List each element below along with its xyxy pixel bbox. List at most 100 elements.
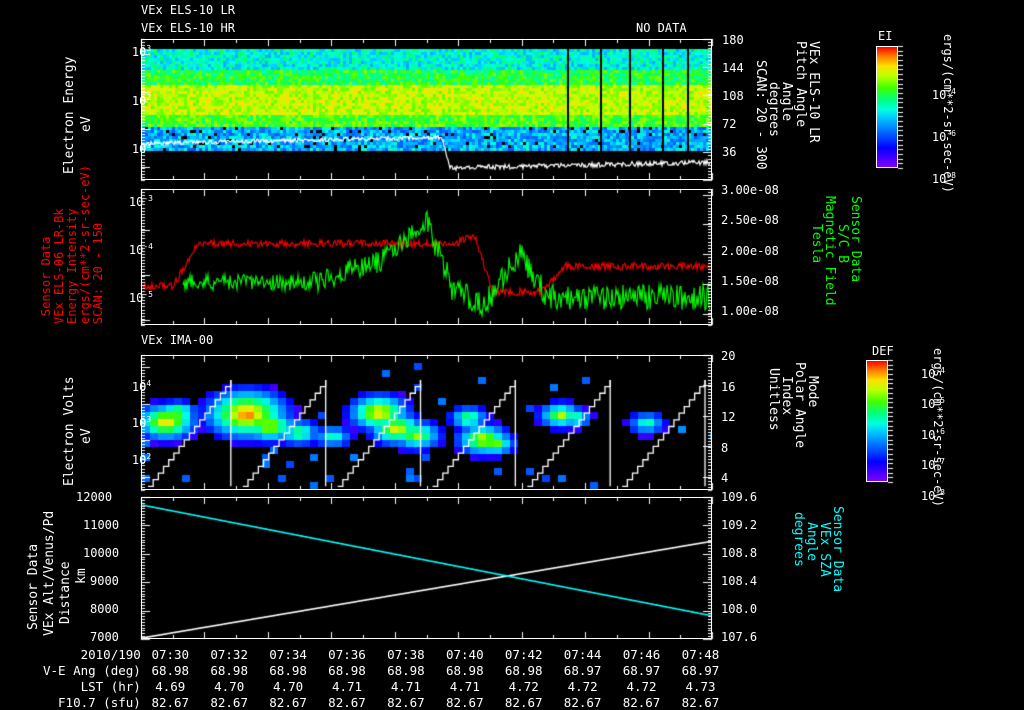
table-cell: 07:40 bbox=[445, 646, 484, 662]
panel1-ytick-1: 102 bbox=[103, 82, 151, 119]
panel4-right-line2: VEx SZA bbox=[817, 522, 832, 577]
panel2-line-plot[interactable] bbox=[141, 189, 712, 325]
table-cell: 4.72 bbox=[567, 678, 598, 694]
p2y1e: -4 bbox=[143, 242, 153, 251]
panel4-altitude-sza-plot[interactable] bbox=[141, 497, 712, 639]
panel2-right-line1: Sensor Data bbox=[848, 196, 863, 283]
panel4-right-tick-1: 109.2 bbox=[721, 518, 758, 532]
table-cell: 68.98 bbox=[210, 662, 248, 678]
panel3-yaxis-label: Electron Volts bbox=[62, 376, 77, 486]
panel2-ytick-2: 10-5 bbox=[100, 279, 153, 316]
panel1-no-data-label: NO DATA bbox=[636, 21, 687, 35]
panel1-right-sensor: VEx ELS-10 LR bbox=[806, 41, 821, 143]
panel2-right-tick-4: 1.00e-08 bbox=[721, 304, 779, 318]
panel2-lines-canvas bbox=[142, 190, 711, 324]
panel3-title: VEx IMA-00 bbox=[141, 333, 214, 347]
panel3-colorbar[interactable] bbox=[866, 360, 888, 482]
table-cell: 07:32 bbox=[210, 646, 248, 662]
panel4-ytick-0: 12000 bbox=[76, 490, 113, 504]
table-cell: 4.72 bbox=[626, 678, 657, 694]
panel4-ytick-1: 11000 bbox=[83, 518, 120, 532]
panel1-colorbar[interactable] bbox=[876, 46, 898, 168]
panel1-ytick-2: 101 bbox=[103, 130, 151, 167]
table-row-label: F10.7 (sfu) bbox=[58, 694, 141, 710]
table-cell: 07:46 bbox=[622, 646, 661, 662]
panel4-lines-canvas bbox=[142, 498, 711, 638]
panel2-right-tick-1: 2.50e-08 bbox=[721, 213, 779, 227]
panel1-spectrogram-plot[interactable] bbox=[141, 39, 712, 180]
panel3-right-tick-3: 8 bbox=[721, 441, 729, 455]
p3y1m: 10 bbox=[131, 416, 147, 430]
panel4-left-line1: Sensor Data bbox=[26, 543, 41, 630]
panel1-ytick-2-exp: 1 bbox=[146, 141, 152, 150]
p2y2m: 10 bbox=[128, 291, 144, 305]
panel3-right-line2: Polar Angle bbox=[792, 362, 807, 449]
table-cell: 4.70 bbox=[214, 678, 245, 694]
p3y2m: 10 bbox=[131, 453, 147, 467]
panel1-yaxis-label: Electron Energy bbox=[62, 56, 77, 174]
table-row: F10.7 (sfu) 82.67 82.67 82.67 82.67 82.67 82.6… bbox=[0, 694, 730, 710]
panel1-spectrogram-canvas bbox=[142, 40, 711, 179]
panel3-right-tick-1: 16 bbox=[721, 380, 736, 394]
panel1-yaxis-units: eV bbox=[79, 116, 94, 132]
table-cell: 68.97 bbox=[622, 662, 661, 678]
table-cell: 07:48 bbox=[681, 646, 720, 662]
panel3-right-line4: Unitless bbox=[766, 368, 781, 431]
panel3-ytick-1: 103 bbox=[103, 404, 151, 441]
panel3-ytick-0: 104 bbox=[103, 368, 151, 405]
panel1-ytick-0-exp: 3 bbox=[146, 44, 152, 53]
table-cell: 68.97 bbox=[563, 662, 602, 678]
panel4-right-line3: Angle bbox=[804, 522, 819, 562]
table-row: LST (hr) 4.69 4.70 4.70 4.71 4.71 4.71 4.72 4.72… bbox=[0, 678, 730, 694]
panel3-ion-spectrogram-plot[interactable] bbox=[141, 355, 712, 490]
table-cell: 07:36 bbox=[328, 646, 366, 662]
table-cell: 4.69 bbox=[155, 678, 186, 694]
p3y1e: 3 bbox=[146, 415, 152, 424]
table-cell: 07:42 bbox=[504, 646, 543, 662]
table-cell: 68.98 bbox=[504, 662, 543, 678]
table-cell: 68.97 bbox=[681, 662, 720, 678]
panel4-right-line1: Sensor Data bbox=[830, 506, 845, 593]
panel1-right-tick-0: 180 bbox=[722, 33, 744, 47]
panel2-right-line3: Magnetic Field bbox=[822, 196, 837, 306]
table-cell: 4.71 bbox=[331, 678, 363, 694]
panel2-left-line3: Energy Intensity bbox=[65, 208, 79, 324]
table-row-label: 2010/190 bbox=[80, 646, 141, 662]
panel3-spectrogram-canvas bbox=[142, 356, 711, 489]
panel1-title-hr: VEx ELS-10 HR bbox=[141, 21, 235, 35]
panel1-right-tick-1: 144 bbox=[722, 61, 744, 75]
panel2-right-tick-0: 3.00e-08 bbox=[721, 183, 779, 197]
panel1-right-units: degrees bbox=[766, 82, 781, 137]
panel1-ytick-1-exp: 2 bbox=[146, 93, 152, 102]
panel4-right-tick-4: 108.0 bbox=[721, 602, 758, 616]
panel4-right-tick-5: 107.6 bbox=[721, 630, 758, 644]
table-row: 2010/190 07:30 07:32 07:34 07:36 07:38 07:40 07… bbox=[0, 646, 730, 662]
panel1-ytick-2-mantissa: 10 bbox=[131, 142, 147, 156]
table-cell: 68.98 bbox=[269, 662, 307, 678]
panel4-left-line3: Distance bbox=[58, 561, 73, 624]
panel3-colorbar-units: ergs/(cm**2-sr-sec-eV) bbox=[931, 348, 945, 507]
panel2-ytick-0: 10-3 bbox=[100, 183, 153, 220]
p3y2e: 2 bbox=[146, 452, 152, 461]
table-cell: 82.67 bbox=[681, 694, 720, 710]
p2y2e: -5 bbox=[143, 290, 153, 299]
panel2-left-line4: ergs/(cm**2-sr-sec-eV) bbox=[78, 165, 92, 324]
panel4-ytick-4: 8000 bbox=[90, 602, 119, 616]
panel4-ytick-3: 9000 bbox=[90, 574, 119, 588]
table-cell: 07:38 bbox=[387, 646, 425, 662]
panel2-right-tick-2: 2.00e-08 bbox=[721, 244, 779, 258]
panel3-colorbar-name: DEF bbox=[872, 344, 894, 358]
table-cell: 82.67 bbox=[328, 694, 366, 710]
table-cell: 82.67 bbox=[445, 694, 484, 710]
table-cell: 4.71 bbox=[390, 678, 421, 694]
table-cell: 68.98 bbox=[387, 662, 425, 678]
panel3-right-line1: Mode bbox=[805, 376, 820, 408]
panel1-right-tick-3: 72 bbox=[722, 117, 737, 131]
panel4-right-tick-0: 109.6 bbox=[721, 490, 758, 504]
panel2-ytick-1: 10-4 bbox=[100, 231, 153, 268]
table-cell: 4.73 bbox=[685, 678, 716, 694]
table-cell: 07:30 bbox=[151, 646, 190, 662]
panel3-yaxis-units: eV bbox=[79, 428, 94, 444]
panel2-right-line4: Tesla bbox=[809, 224, 824, 264]
